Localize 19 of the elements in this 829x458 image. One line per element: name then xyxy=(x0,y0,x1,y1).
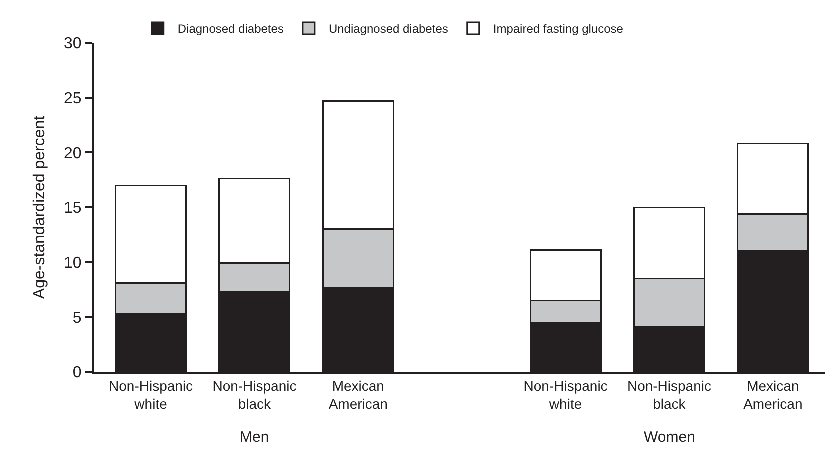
legend-label: Undiagnosed diabetes xyxy=(328,22,448,36)
y-tick-label: 20 xyxy=(64,145,82,162)
y-tick-label: 15 xyxy=(64,200,82,218)
y-tick-label: 25 xyxy=(64,90,82,108)
x-tick-label: Non-Hispanic white xyxy=(109,378,194,412)
y-tick-label: 10 xyxy=(64,254,82,272)
x-tick-label: Non-Hispanic white xyxy=(524,378,608,412)
y-tick-label: 0 xyxy=(72,364,82,382)
text: Women xyxy=(644,429,696,446)
x-tick-label: Non-Hispanic black xyxy=(627,378,712,412)
legend-label: Diagnosed diabetes xyxy=(178,22,284,36)
legend-label: Impaired fasting glucose xyxy=(493,22,624,36)
x-tick-label: Mexican American xyxy=(328,378,388,412)
x-tick-label: Mexican American xyxy=(744,378,803,412)
y-axis-title: Age-standardized percent xyxy=(31,115,48,300)
y-tick-label: 30 xyxy=(64,36,82,53)
x-tick-label: Non-Hispanic black xyxy=(212,378,297,412)
text: Men xyxy=(240,429,270,446)
y-tick-label: 5 xyxy=(72,310,82,327)
